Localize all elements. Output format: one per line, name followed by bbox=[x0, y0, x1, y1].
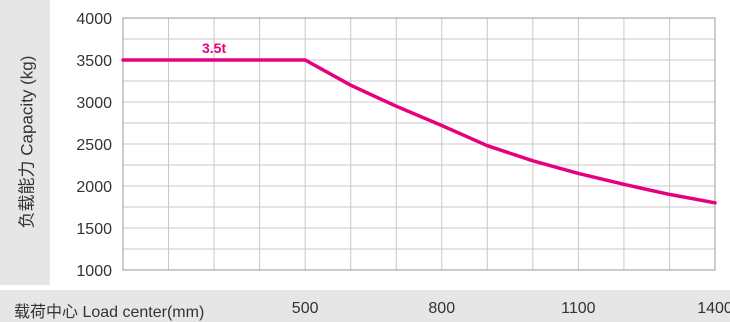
y-tick-4000: 4000 bbox=[76, 11, 112, 28]
y-tick-2500: 2500 bbox=[76, 137, 112, 154]
horizontal-gridlines bbox=[123, 38, 715, 250]
y-tick-1500: 1500 bbox=[76, 221, 112, 238]
x-tick-800: 800 bbox=[428, 300, 455, 317]
y-tick-3000: 3000 bbox=[76, 95, 112, 112]
x-tick-500: 500 bbox=[292, 300, 319, 317]
y-tick-2000: 2000 bbox=[76, 179, 112, 196]
plot-frame bbox=[122, 17, 716, 271]
x-axis-label: 载荷中心 Load center(mm) bbox=[14, 304, 205, 321]
x-tick-labels: 500 800 1100 1400 bbox=[292, 300, 730, 317]
capacity-curve bbox=[121, 58, 717, 205]
y-tick-labels: 4000 3500 3000 2500 2000 1500 1000 bbox=[76, 11, 112, 280]
y-tick-3500: 3500 bbox=[76, 53, 112, 70]
x-axis-label-band bbox=[0, 290, 730, 322]
y-axis-label-band bbox=[0, 0, 50, 285]
x-tick-1100: 1100 bbox=[561, 300, 596, 317]
y-tick-1000: 1000 bbox=[76, 263, 112, 280]
capacity-annotation: 3.5t bbox=[202, 40, 226, 56]
x-tick-1400: 1400 bbox=[697, 300, 730, 317]
